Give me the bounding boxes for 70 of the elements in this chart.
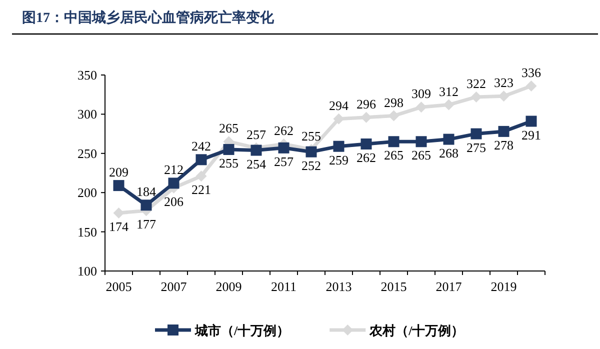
point xyxy=(526,116,537,127)
legend-label: 城市（/十万例） xyxy=(194,323,290,338)
x-tick-label: 2011 xyxy=(270,279,297,294)
x-tick-label: 2017 xyxy=(436,279,462,294)
data-label: 254 xyxy=(246,156,266,172)
data-label: 177 xyxy=(136,216,156,232)
x-tick-label: 2009 xyxy=(216,279,242,294)
x-tick-label: 2015 xyxy=(380,279,407,294)
x-tick-label: 2013 xyxy=(326,279,352,294)
data-label: 212 xyxy=(164,162,184,178)
data-label: 336 xyxy=(522,64,542,80)
data-label: 278 xyxy=(494,137,514,152)
data-label: 257 xyxy=(246,126,266,142)
data-label: 265 xyxy=(412,148,431,163)
data-label: 255 xyxy=(302,128,321,144)
data-label: 206 xyxy=(164,194,184,209)
data-label: 257 xyxy=(274,154,294,169)
data-label: 209 xyxy=(109,164,128,180)
data-label: 309 xyxy=(412,86,431,102)
point xyxy=(443,99,454,110)
data-label: 265 xyxy=(384,148,404,163)
legend-label: 农村（/十万例） xyxy=(368,323,464,338)
point xyxy=(333,140,344,152)
point xyxy=(388,136,400,148)
x-tick-label: 2019 xyxy=(490,279,517,294)
point xyxy=(196,154,207,166)
point xyxy=(278,142,290,154)
data-label: 296 xyxy=(356,96,376,112)
data-label: 242 xyxy=(192,138,211,154)
point xyxy=(113,180,124,192)
point xyxy=(443,134,454,145)
data-label: 268 xyxy=(439,145,458,160)
data-label: 322 xyxy=(466,76,486,91)
data-label: 262 xyxy=(274,122,294,138)
point xyxy=(526,80,537,92)
data-label: 174 xyxy=(109,218,129,234)
x-tick-label: 2005 xyxy=(106,279,132,294)
data-label: 255 xyxy=(219,155,238,170)
data-label: 294 xyxy=(329,98,349,113)
point xyxy=(140,200,152,211)
data-label: 221 xyxy=(192,182,211,198)
y-tick-label: 100 xyxy=(78,264,97,278)
data-label: 265 xyxy=(219,120,238,136)
data-label: 252 xyxy=(302,158,321,173)
data-label: 291 xyxy=(522,127,541,142)
y-tick-label: 200 xyxy=(78,185,97,200)
point xyxy=(470,128,482,140)
data-label: 259 xyxy=(329,152,348,168)
data-label: 184 xyxy=(136,184,156,200)
data-label: 275 xyxy=(466,140,486,155)
point xyxy=(416,136,427,148)
y-tick-label: 300 xyxy=(78,106,97,122)
data-label: 323 xyxy=(494,75,514,90)
x-tick-label: 2007 xyxy=(160,279,188,294)
y-tick-label: 250 xyxy=(78,146,97,161)
point xyxy=(168,178,180,189)
point xyxy=(360,138,372,150)
data-label: 298 xyxy=(384,94,404,110)
chart-title: 图17：中国城乡居民心血管病死亡率变化 xyxy=(22,9,275,26)
point xyxy=(498,126,510,137)
point xyxy=(306,146,317,158)
y-tick-label: 350 xyxy=(78,68,97,82)
point xyxy=(250,144,262,156)
point xyxy=(196,170,207,182)
point xyxy=(416,102,427,113)
data-label: 312 xyxy=(439,84,458,99)
y-tick-label: 150 xyxy=(78,224,97,240)
data-label: 262 xyxy=(356,150,376,165)
point xyxy=(223,144,234,155)
point xyxy=(388,110,400,122)
